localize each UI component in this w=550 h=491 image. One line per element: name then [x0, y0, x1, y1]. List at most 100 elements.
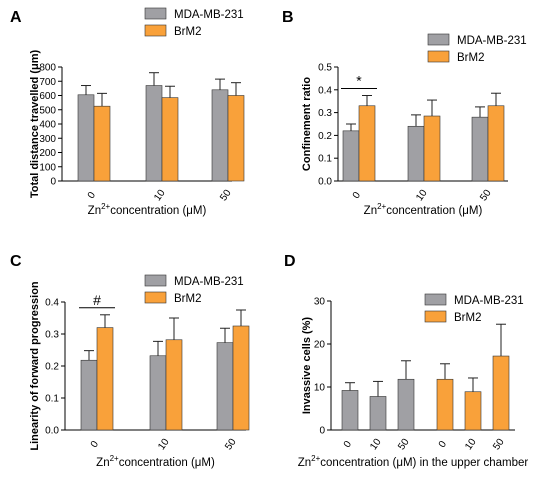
y-tick-label: 600: [39, 91, 56, 102]
bar-brm2: [232, 325, 250, 431]
x-tick-label: 50: [218, 187, 234, 203]
x-axis-label-zn: Zn: [88, 205, 101, 217]
y-tick-label: 0.3: [45, 330, 59, 341]
bar-brm2: [436, 378, 454, 431]
bar-brm2: [358, 105, 376, 182]
bar-mda-mb-231: [407, 125, 425, 182]
x-axis-label-zn: Zn: [364, 205, 377, 217]
panel-letter: B: [282, 9, 294, 26]
panel-letter: A: [10, 9, 22, 26]
bar-brm2: [96, 327, 114, 431]
y-tick-label: 0.1: [45, 394, 59, 405]
y-tick-label: 0.2: [45, 362, 59, 373]
bar-brm2: [161, 97, 179, 182]
bar-mda-mb-231: [341, 390, 359, 431]
bar-brm2: [423, 115, 441, 182]
y-axis-label: Invassive cells (%): [301, 317, 313, 415]
legend-swatch: [424, 310, 447, 323]
x-tick-label: 50: [478, 187, 494, 203]
chart-panel-d: D 0 10 20 30 0 10 50 0 10 50 Zn2+concentration (μM)…: [284, 253, 528, 469]
chart-panel-a: A 0 100 200 300 400 500 600 700 800 0 10 50 Zn2+conce…: [10, 7, 245, 217]
y-tick-label: 100: [39, 162, 56, 173]
bar-mda-mb-231: [149, 355, 167, 431]
significance-marker: *: [356, 73, 362, 89]
x-tick-label: 10: [152, 187, 168, 203]
legend-label: MDA-MB-231: [457, 35, 527, 47]
y-tick-label: 400: [39, 120, 56, 131]
significance-marker: #: [93, 292, 101, 308]
legend-swatch: [144, 7, 167, 20]
x-axis-label-sup: 2+: [110, 454, 119, 463]
x-axis-label-rest: concentration (μM): [119, 457, 215, 469]
x-axis-label-zn: Zn: [96, 457, 109, 469]
x-axis-label: Zn2+concentration (μM) in the upper cham…: [298, 454, 529, 469]
y-tick-label: 30: [314, 297, 326, 308]
x-axis-label: Zn2+concentration (μM): [88, 202, 207, 217]
y-tick-label: 20: [314, 340, 326, 351]
x-axis-label-rest: concentration (μM) in the upper chamber: [320, 457, 528, 469]
y-axis-label: Linearity of forward progression: [29, 281, 41, 451]
x-tick-label: 10: [414, 187, 430, 203]
bar-mda-mb-231: [397, 378, 415, 431]
y-tick-label: 200: [39, 148, 56, 159]
legend-swatch: [427, 33, 450, 46]
legend-label: BrM2: [454, 312, 481, 324]
x-tick-label: 50: [396, 436, 412, 452]
bar-mda-mb-231: [145, 85, 163, 182]
x-axis-label-rest: concentration (μM): [386, 205, 482, 217]
y-tick-label: 0.0: [45, 426, 59, 437]
legend-label: MDA-MB-231: [174, 9, 244, 21]
y-axis-label: Total distance travelled (μm): [29, 49, 41, 198]
legend-label: MDA-MB-231: [454, 295, 524, 307]
legend-label: MDA-MB-231: [174, 276, 244, 288]
bar-mda-mb-231: [216, 342, 234, 431]
x-tick-label: 10: [156, 436, 172, 452]
y-tick-label: 300: [39, 134, 56, 145]
y-axis-label: Confinement ratio: [301, 77, 313, 171]
legend-label: BrM2: [457, 52, 484, 64]
bar-mda-mb-231: [342, 130, 360, 182]
x-axis-label: Zn2+concentration (μM): [364, 202, 483, 217]
y-tick-label: 0.4: [318, 85, 332, 96]
y-tick-label: 0.3: [318, 108, 332, 119]
y-tick-label: 0.0: [318, 177, 332, 188]
x-tick-label: 10: [463, 436, 479, 452]
bar-mda-mb-231: [369, 396, 387, 431]
y-tick-label: 0.1: [318, 154, 332, 165]
x-axis-label-sup: 2+: [311, 454, 320, 463]
bar-mda-mb-231: [80, 359, 98, 431]
y-tick-label: 0.5: [318, 63, 332, 74]
y-tick-label: 500: [39, 105, 56, 116]
y-tick-label: 700: [39, 77, 56, 88]
x-axis-label: Zn2+concentration (μM): [96, 454, 215, 469]
x-axis-label-sup: 2+: [377, 202, 386, 211]
bar-brm2: [487, 105, 505, 182]
bar-mda-mb-231: [471, 116, 489, 182]
bar-brm2: [464, 391, 482, 431]
x-axis-label-rest: concentration (μM): [110, 205, 206, 217]
y-tick-label: 0.4: [45, 298, 59, 309]
bar-mda-mb-231: [211, 89, 229, 182]
x-tick-label: 50: [491, 436, 507, 452]
y-tick-label: 800: [39, 63, 56, 74]
bar-brm2: [492, 355, 510, 431]
legend-swatch: [144, 24, 167, 37]
x-tick-label: 0: [86, 190, 98, 201]
y-tick-label: 0: [319, 426, 325, 437]
x-axis-label-sup: 2+: [101, 202, 110, 211]
x-tick-label: 0: [89, 439, 101, 450]
bar-brm2: [165, 339, 183, 431]
x-tick-label: 10: [368, 436, 384, 452]
legend-swatch: [144, 291, 167, 304]
x-tick-label: 0: [351, 190, 363, 201]
y-tick-label: 0: [50, 177, 56, 188]
legend-swatch: [144, 274, 167, 287]
x-tick-label: 0: [437, 439, 449, 450]
bar-brm2: [227, 95, 245, 182]
panel-letter: C: [10, 253, 22, 270]
chart-panel-b: B0.00.10.20.30.40.50 10 50Zn2+concentratio…: [282, 9, 527, 217]
x-tick-label: 0: [342, 439, 354, 450]
x-tick-label: 50: [223, 436, 239, 452]
y-tick-label: 0.2: [318, 131, 332, 142]
